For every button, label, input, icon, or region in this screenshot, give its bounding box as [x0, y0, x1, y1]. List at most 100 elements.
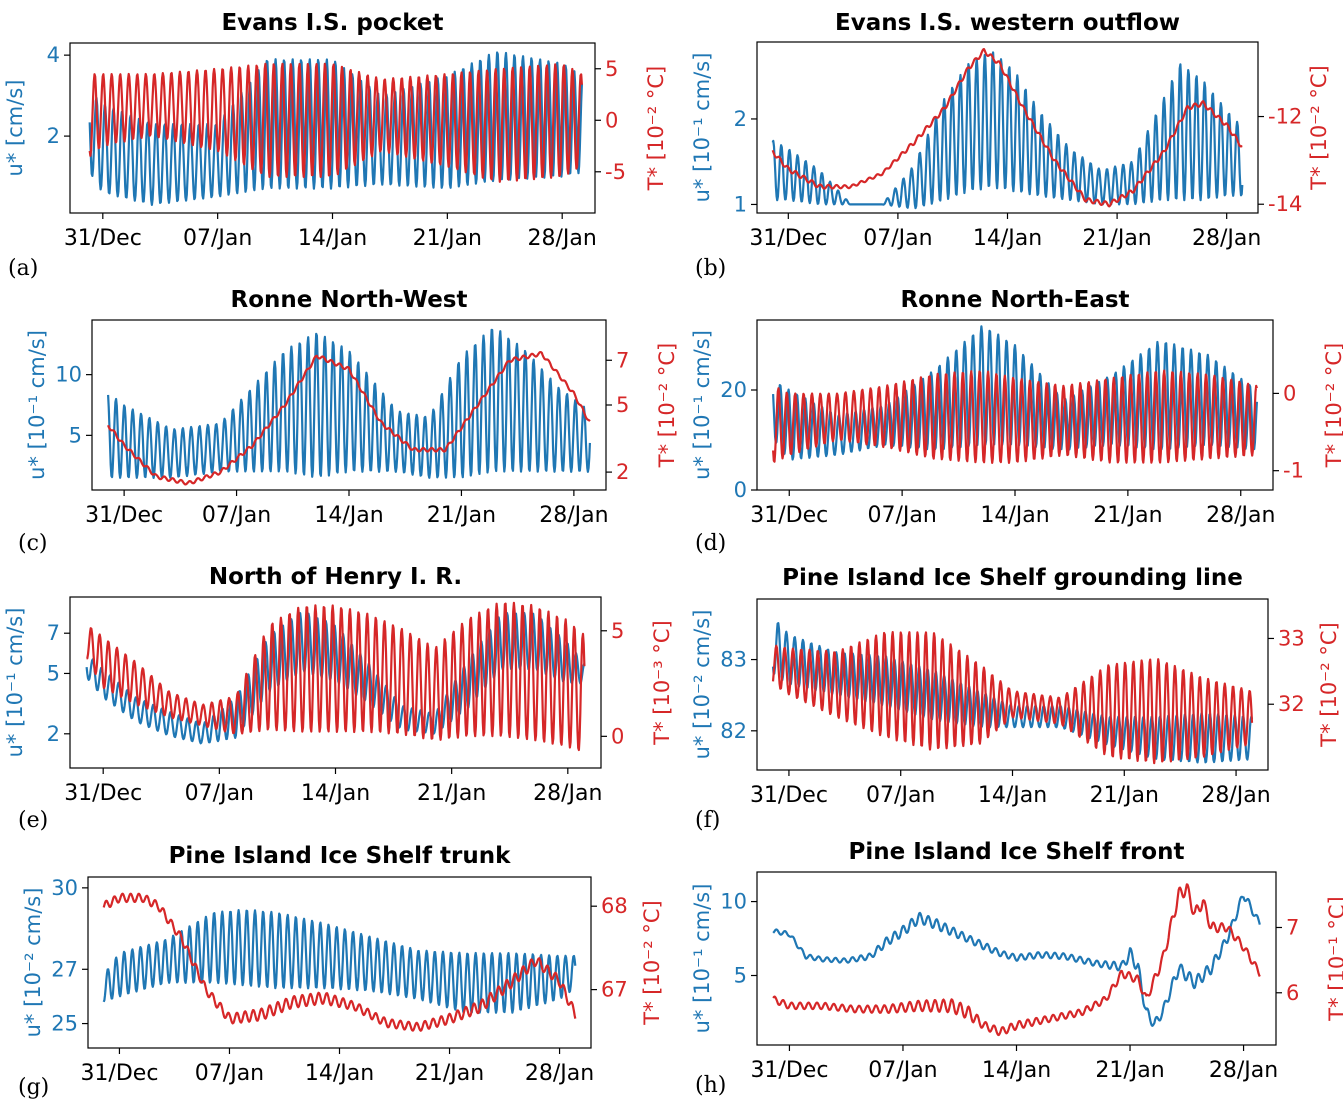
- panel-h: 31/Dec 07/Jan 14/Jan 21/Jan 28/Jan 5 10 6 7 Pine …: [690, 839, 1343, 1098]
- y-axis-label-right: T* [10⁻² °C]: [1322, 343, 1343, 468]
- x-tick-label: 28/Jan: [528, 226, 597, 251]
- t-star-series-line: [772, 369, 1258, 464]
- x-tick-label: 31/Dec: [750, 503, 828, 528]
- y-axis-label-right: T* [10⁻² °C]: [640, 900, 664, 1025]
- x-tick-label: 07/Jan: [185, 781, 254, 806]
- y-tick-label-left: 0: [734, 478, 747, 502]
- x-tick-label: 14/Jan: [980, 503, 1049, 528]
- y-axis-label-left: u* [10⁻¹ cm/s]: [690, 53, 714, 203]
- panel-title: Ronne North-East: [900, 287, 1129, 313]
- y-tick-label-left: 25: [51, 1012, 78, 1036]
- x-tick-label: 07/Jan: [868, 1058, 937, 1083]
- u-star-series-line: [88, 51, 583, 206]
- x-tick-label: 21/Jan: [1090, 783, 1159, 808]
- y-axis-label-left: u* [cm/s]: [3, 80, 27, 177]
- x-tick-label: 14/Jan: [314, 503, 383, 528]
- u-star-series-line: [107, 328, 591, 479]
- x-tick-label: 21/Jan: [413, 226, 482, 251]
- y-tick-label-left: 82: [720, 719, 747, 743]
- x-tick-label: 28/Jan: [533, 781, 602, 806]
- y-tick-label-right: 2: [616, 460, 629, 484]
- x-tick-label: 07/Jan: [866, 783, 935, 808]
- y-axis-label-left: u* [10⁻¹ cm/s]: [690, 884, 714, 1034]
- x-tick-label: 07/Jan: [183, 226, 252, 251]
- u-star-series-line: [85, 612, 586, 745]
- panel-title: Pine Island Ice Shelf trunk: [169, 843, 512, 869]
- y-tick-label-left: 30: [51, 876, 78, 900]
- y-tick-label-right: 7: [1286, 915, 1299, 939]
- panel-title: Ronne North-West: [231, 287, 468, 313]
- y-tick-label-left: 5: [47, 661, 60, 685]
- x-tick-label: 07/Jan: [867, 503, 936, 528]
- y-tick-label-left: 2: [734, 107, 747, 131]
- panel-title: Evans I.S. pocket: [221, 10, 443, 36]
- y-tick-label-right: 5: [616, 393, 629, 417]
- panel-letter: (e): [18, 808, 48, 833]
- x-tick-label: 31/Dec: [749, 226, 827, 251]
- t-star-series-line: [86, 601, 586, 752]
- x-tick-label: 21/Jan: [417, 781, 486, 806]
- y-tick-label-right: -5: [605, 160, 626, 184]
- y-axis-label-left: u* [10⁻¹ cm/s]: [3, 608, 27, 758]
- y-axis-label-right: T* [10⁻² °C]: [644, 66, 668, 191]
- x-tick-label: 28/Jan: [1201, 783, 1270, 808]
- x-tick-label: 21/Jan: [427, 503, 496, 528]
- x-tick-label: 31/Dec: [64, 226, 142, 251]
- x-tick-label: 14/Jan: [982, 1058, 1051, 1083]
- panel-title: Pine Island Ice Shelf grounding line: [782, 565, 1243, 591]
- panel-letter: (f): [695, 808, 720, 833]
- t-star-series-line: [88, 62, 583, 183]
- panel-title: Evans I.S. western outflow: [835, 10, 1180, 36]
- y-axis-label-right: T* [10⁻³ °C]: [650, 620, 674, 745]
- y-tick-label-left: 1: [734, 192, 747, 216]
- y-axis-label-right: T* [10⁻¹ °C]: [1325, 896, 1343, 1021]
- x-tick-label: 28/Jan: [1192, 226, 1261, 251]
- y-axis-label-left: u* [10⁻¹ cm/s]: [25, 330, 49, 480]
- panel-g: 31/Dec 07/Jan 14/Jan 21/Jan 28/Jan 25 27 30 67 68…: [18, 843, 664, 1100]
- x-tick-label: 28/Jan: [1206, 503, 1275, 528]
- y-tick-label-left: 5: [69, 423, 82, 447]
- panel-a: 31/Dec 07/Jan 14/Jan 21/Jan 28/Jan 2 4 -5 0 5 Evan…: [3, 10, 668, 281]
- x-tick-label: 28/Jan: [525, 1061, 594, 1086]
- t-star-series-line: [102, 892, 577, 1032]
- x-tick-label: 21/Jan: [415, 1061, 484, 1086]
- y-tick-label-right: 5: [605, 57, 618, 81]
- panel-title: North of Henry I. R.: [209, 564, 462, 590]
- y-tick-label-right: 32: [1278, 692, 1305, 716]
- x-tick-label: 14/Jan: [298, 226, 367, 251]
- y-tick-label-right: 33: [1278, 626, 1305, 650]
- panel-d: 31/Dec 07/Jan 14/Jan 21/Jan 28/Jan 0 20 -1 0 Ronn…: [690, 287, 1343, 556]
- y-tick-label-right: 5: [611, 619, 624, 643]
- panel-letter: (a): [8, 256, 38, 281]
- x-tick-label: 31/Dec: [750, 783, 828, 808]
- y-tick-label-right: 6: [1286, 981, 1299, 1005]
- y-tick-label-left: 2: [47, 124, 60, 148]
- y-tick-label-right: 0: [605, 108, 618, 132]
- y-tick-label-right: -12: [1268, 105, 1302, 129]
- panel-title: Pine Island Ice Shelf front: [849, 839, 1185, 865]
- x-tick-label: 28/Jan: [1209, 1058, 1278, 1083]
- panel-f: 31/Dec 07/Jan 14/Jan 21/Jan 28/Jan 82 83 32 33 Pi…: [690, 565, 1341, 833]
- x-tick-label: 14/Jan: [973, 226, 1042, 251]
- x-tick-label: 07/Jan: [195, 1061, 264, 1086]
- y-tick-label-right: 0: [611, 724, 624, 748]
- x-tick-label: 21/Jan: [1082, 226, 1151, 251]
- y-tick-label-left: 83: [720, 648, 747, 672]
- x-tick-label: 07/Jan: [863, 226, 932, 251]
- x-tick-label: 21/Jan: [1095, 1058, 1164, 1083]
- panel-letter: (b): [695, 256, 726, 281]
- y-axis-label-right: T* [10⁻² °C]: [1317, 622, 1341, 747]
- x-tick-label: 14/Jan: [301, 781, 370, 806]
- panel-letter: (c): [18, 531, 48, 556]
- y-tick-label-left: 4: [47, 43, 60, 67]
- y-tick-label-right: 67: [601, 978, 628, 1002]
- y-tick-label-left: 27: [51, 957, 78, 981]
- y-tick-label-right: -1: [1283, 459, 1304, 483]
- x-tick-label: 14/Jan: [305, 1061, 374, 1086]
- panel-b: 31/Dec 07/Jan 14/Jan 21/Jan 28/Jan 1 2 -14 -12 Ev…: [690, 10, 1331, 281]
- x-tick-label: 07/Jan: [202, 503, 271, 528]
- u-star-series-line: [772, 325, 1258, 461]
- panel-c: 31/Dec 07/Jan 14/Jan 21/Jan 28/Jan 5 10 2 5 7 Ronn…: [18, 287, 679, 556]
- t-star-series-line: [107, 351, 591, 486]
